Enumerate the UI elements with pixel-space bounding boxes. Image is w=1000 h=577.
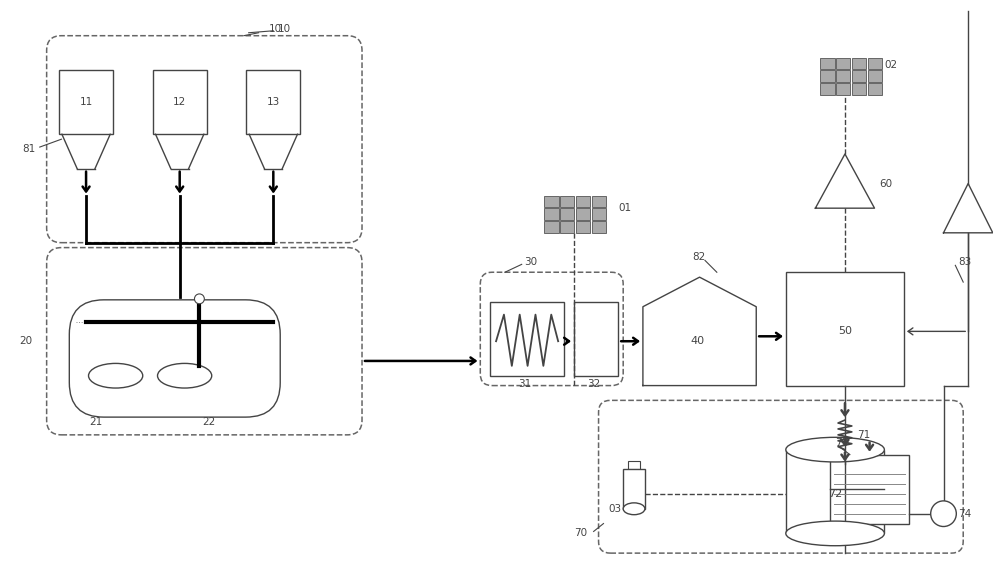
Text: 71: 71: [857, 430, 870, 440]
Bar: [852, 83, 866, 95]
Text: 13: 13: [267, 98, 280, 107]
Text: 03: 03: [608, 504, 622, 514]
Text: 10: 10: [278, 24, 291, 34]
Bar: [592, 221, 606, 233]
Text: 20: 20: [19, 336, 32, 346]
Bar: [576, 196, 590, 207]
Text: 73: 73: [835, 438, 848, 448]
Text: 70: 70: [574, 529, 587, 538]
Text: 11: 11: [79, 98, 93, 107]
Text: 30: 30: [525, 257, 538, 267]
Text: 74: 74: [958, 509, 972, 519]
Bar: [786, 272, 904, 385]
Text: 22: 22: [203, 417, 216, 427]
Bar: [246, 70, 300, 134]
Polygon shape: [815, 154, 875, 208]
Bar: [153, 70, 207, 134]
Text: 82: 82: [692, 253, 705, 263]
Text: 32: 32: [587, 379, 600, 388]
Ellipse shape: [786, 521, 884, 546]
Bar: [544, 208, 559, 220]
Bar: [623, 469, 645, 509]
Polygon shape: [944, 183, 993, 233]
Text: 40: 40: [690, 336, 704, 346]
Bar: [786, 449, 884, 533]
Bar: [830, 455, 909, 523]
Bar: [544, 196, 559, 207]
Bar: [852, 58, 866, 69]
Bar: [868, 58, 882, 69]
Bar: [544, 221, 559, 233]
Ellipse shape: [623, 503, 645, 515]
Bar: [820, 83, 835, 95]
Bar: [560, 208, 574, 220]
Text: 83: 83: [958, 257, 972, 267]
Polygon shape: [643, 277, 756, 385]
Ellipse shape: [89, 364, 143, 388]
Bar: [836, 83, 850, 95]
Bar: [836, 70, 850, 82]
Text: 10: 10: [268, 24, 282, 34]
Bar: [836, 58, 850, 69]
Bar: [574, 302, 618, 376]
FancyBboxPatch shape: [69, 300, 280, 417]
Bar: [59, 70, 113, 134]
Text: 60: 60: [879, 178, 893, 189]
Bar: [868, 70, 882, 82]
Bar: [592, 208, 606, 220]
Text: 50: 50: [838, 327, 852, 336]
Bar: [560, 221, 574, 233]
Bar: [490, 302, 564, 376]
Text: 12: 12: [173, 98, 186, 107]
Text: 31: 31: [518, 379, 531, 388]
Bar: [868, 83, 882, 95]
Text: 02: 02: [884, 60, 897, 70]
Bar: [820, 70, 835, 82]
Circle shape: [194, 294, 204, 304]
Bar: [576, 208, 590, 220]
Text: 81: 81: [22, 144, 35, 154]
Bar: [560, 196, 574, 207]
Bar: [628, 462, 640, 469]
Bar: [820, 58, 835, 69]
Bar: [592, 196, 606, 207]
Ellipse shape: [786, 437, 884, 462]
Text: 72: 72: [828, 489, 842, 499]
Text: 01: 01: [618, 203, 631, 213]
Bar: [852, 70, 866, 82]
Text: 21: 21: [89, 417, 103, 427]
Ellipse shape: [158, 364, 212, 388]
Bar: [576, 221, 590, 233]
Circle shape: [931, 501, 956, 526]
